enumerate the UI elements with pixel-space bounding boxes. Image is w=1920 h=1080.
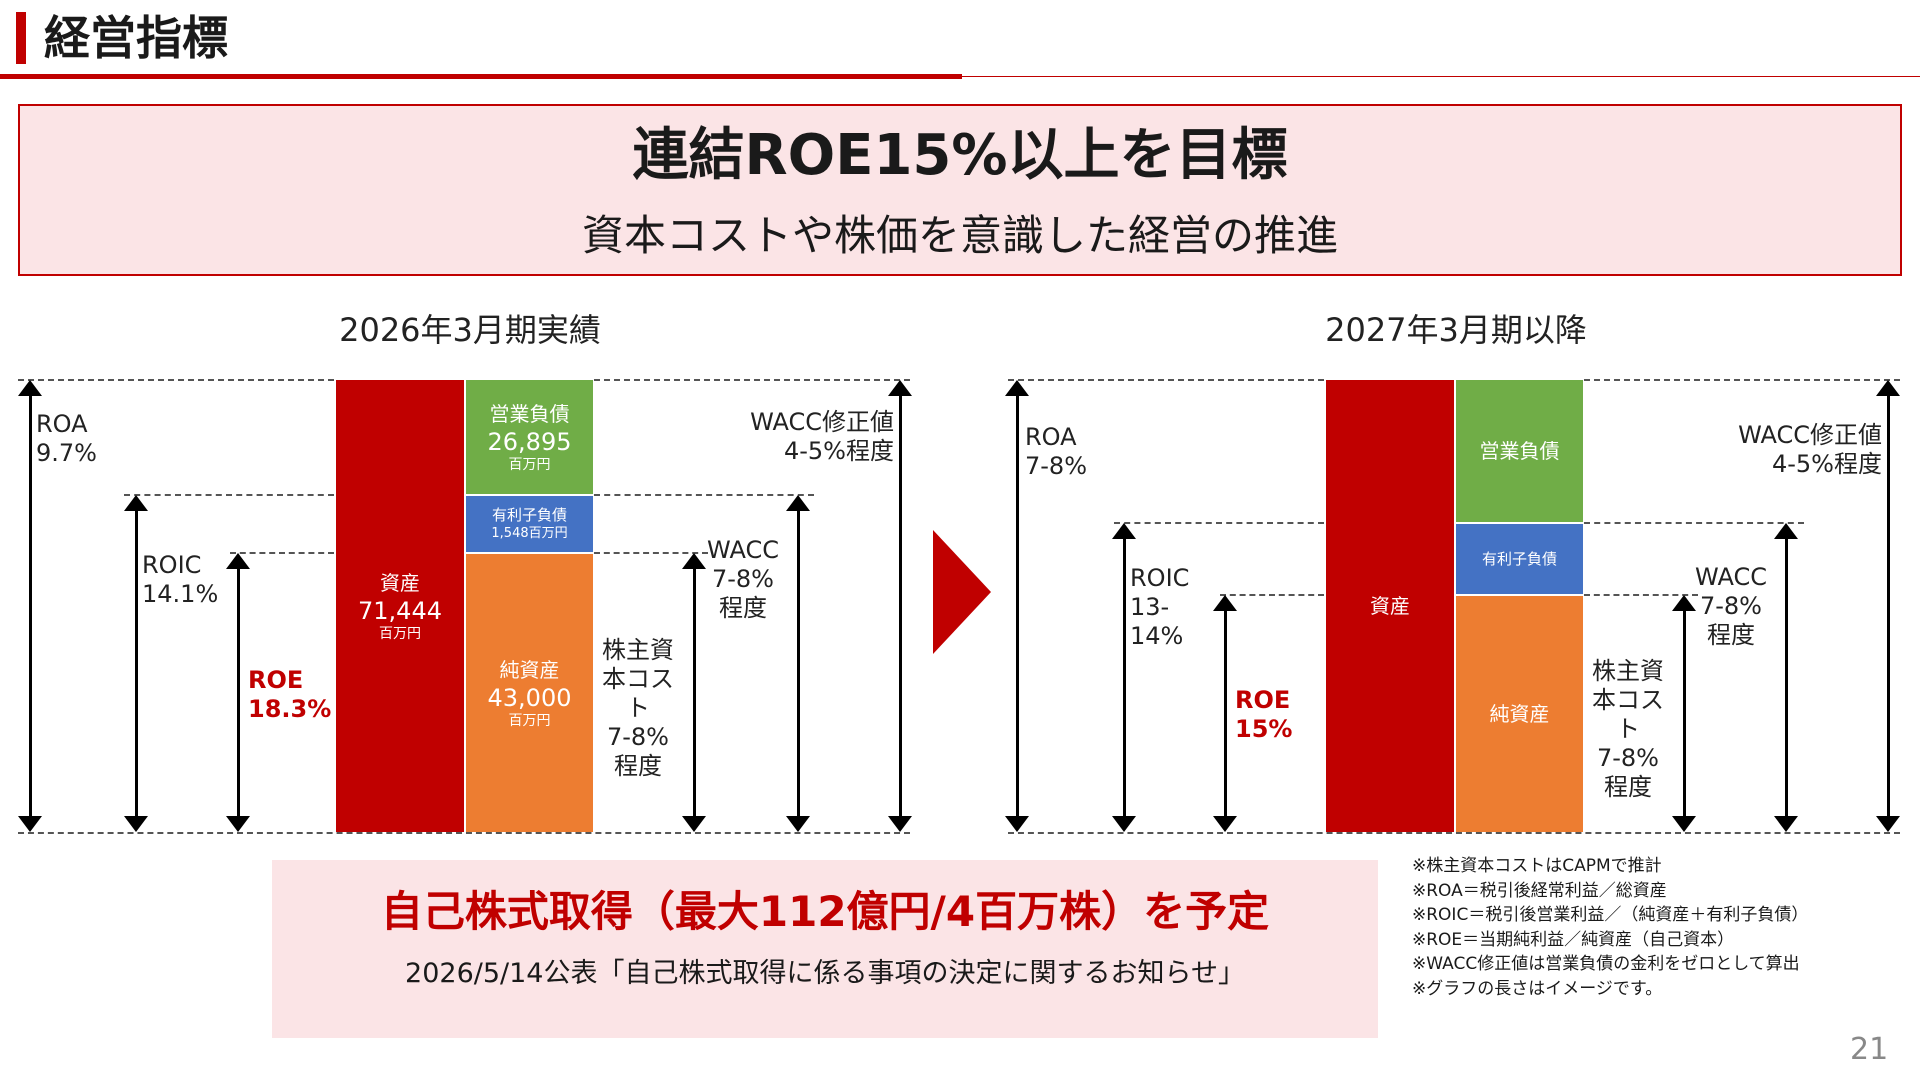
footnote: ※WACC修正値は営業負債の金利をゼロとして算出	[1412, 954, 1800, 974]
header-accent-bar	[16, 12, 26, 64]
right-wacc-adj-arrow	[1876, 380, 1900, 832]
page-title: 経営指標	[44, 11, 228, 65]
left-level-roic	[124, 494, 334, 496]
right-level-roe	[1220, 594, 1324, 596]
buyback-title: 自己株式取得（最大112億円/4百万株）を予定	[380, 887, 1270, 936]
header-divider-thin	[962, 76, 1920, 77]
right-roa-label: ROA 7-8%	[1025, 423, 1088, 480]
left-level-coe	[594, 552, 708, 554]
footnote: ※株主資本コストはCAPMで推計	[1412, 856, 1662, 876]
right-net-assets-box: 純資産	[1456, 596, 1583, 832]
target-banner: 連結ROE15%以上を目標 資本コストや株価を意識した経営の推進	[18, 104, 1902, 276]
left-op-liab-box: 営業負債 26,895 百万円	[466, 380, 593, 494]
left-wacc-label: WACC 7-8% 程度	[707, 536, 779, 622]
right-roe-arrow	[1213, 595, 1237, 832]
left-wacc-adj-arrow	[888, 380, 912, 832]
footnotes: ※株主資本コストはCAPMで推計 ※ROA＝税引後経常利益／総資産 ※ROIC＝…	[1412, 854, 1912, 1001]
left-section-title: 2026年3月期実績	[339, 311, 601, 349]
left-coe-arrow	[682, 553, 706, 832]
banner-subtitle: 資本コストや株価を意識した経営の推進	[581, 211, 1338, 260]
left-assets-box: 資産 71,444 百万円	[336, 380, 464, 832]
banner-title: 連結ROE15%以上を目標	[632, 123, 1288, 188]
left-roa-label: ROA 9.7%	[36, 410, 97, 467]
left-int-debt-box: 有利子負債 1,548百万円	[466, 496, 593, 552]
page-number: 21	[1850, 1032, 1889, 1067]
header-divider	[0, 74, 962, 79]
left-level-wacc	[594, 494, 814, 496]
right-level-top-right	[1584, 379, 1900, 381]
left-wacc-arrow	[786, 495, 810, 832]
right-op-liab-box: 営業負債	[1456, 380, 1583, 522]
left-net-assets-box: 純資産 43,000 百万円	[466, 554, 593, 832]
left-level-top	[18, 379, 334, 381]
left-roic-label: ROIC 14.1%	[142, 551, 219, 608]
buyback-subtitle: 2026/5/14公表「自己株式取得に係る事項の決定に関するお知らせ」	[405, 958, 1245, 989]
right-coe-arrow	[1672, 595, 1696, 832]
left-level-bottom	[18, 832, 910, 834]
left-roe-arrow	[226, 553, 250, 832]
right-roic-label: ROIC 13- 14%	[1130, 564, 1190, 650]
right-level-top	[1008, 379, 1324, 381]
left-coe-label: 株主資 本コスト 7-8% 程度	[602, 636, 674, 780]
left-roa-arrow	[18, 380, 42, 832]
footnote: ※ROE＝当期純利益／純資産（自己資本）	[1412, 929, 1735, 950]
right-coe-label: 株主資 本コスト 7-8% 程度	[1592, 657, 1664, 801]
right-roic-arrow	[1112, 523, 1136, 832]
left-wacc-adj-label: WACC修正値 4-5%程度	[750, 408, 894, 465]
right-wacc-arrow	[1774, 523, 1798, 832]
left-level-roe	[230, 552, 334, 554]
right-level-wacc	[1584, 522, 1804, 524]
right-level-bottom	[1008, 832, 1900, 834]
right-level-coe	[1584, 594, 1698, 596]
right-roa-arrow	[1005, 380, 1029, 832]
right-wacc-label: WACC 7-8% 程度	[1695, 563, 1767, 649]
buyback-panel: 自己株式取得（最大112億円/4百万株）を予定 2026/5/14公表「自己株式…	[272, 860, 1378, 1038]
footnote: ※ROA＝税引後経常利益／総資産	[1412, 880, 1667, 901]
left-level-top-right	[594, 379, 910, 381]
right-assets-box: 資産	[1326, 380, 1454, 832]
left-roe-label: ROE 18.3%	[248, 666, 332, 723]
right-wacc-adj-label: WACC修正値 4-5%程度	[1738, 421, 1882, 478]
footnote: ※ROIC＝税引後営業利益／（純資産＋有利子負債）	[1412, 905, 1809, 925]
right-level-roic	[1114, 522, 1324, 524]
right-int-debt-box: 有利子負債	[1456, 524, 1583, 594]
left-roic-arrow	[124, 495, 148, 832]
chevron-right-icon	[933, 530, 991, 654]
right-roe-label: ROE 15%	[1235, 686, 1293, 743]
right-section-title: 2027年3月期以降	[1325, 311, 1587, 349]
footnote: ※グラフの長さはイメージです。	[1412, 978, 1663, 999]
